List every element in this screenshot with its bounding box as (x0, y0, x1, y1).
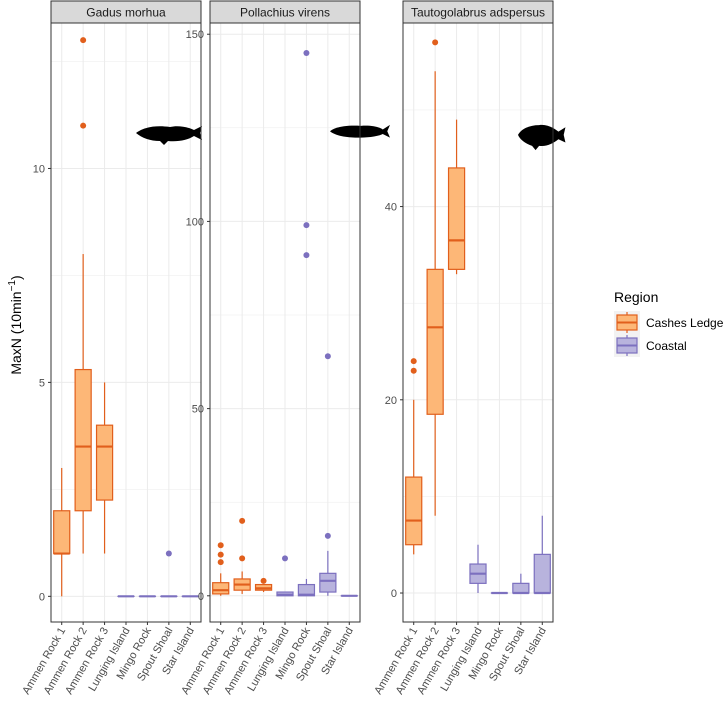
outlier-point (239, 555, 246, 562)
outlier-point (410, 367, 417, 374)
cod-fish-icon (136, 126, 202, 145)
y-tick-label: 0 (39, 591, 45, 603)
strip-background (402, 0, 554, 24)
box-body (319, 572, 337, 593)
legend-entry-2: Coastal (614, 334, 687, 357)
box-spout-shoal (512, 573, 530, 595)
outlier-point (324, 353, 331, 360)
cunner-fish-silhouette (518, 124, 566, 151)
outlier-point (324, 532, 331, 539)
box-mingo-rock (297, 49, 316, 597)
y-tick-label: 5 (39, 377, 45, 389)
y-tick-label: 20 (385, 395, 397, 407)
box-ammen-rock-1 (53, 467, 71, 597)
outlier-point (432, 39, 439, 46)
outlier-point (303, 252, 310, 259)
outlier-point (217, 559, 224, 566)
box-ammen-rock-3 (95, 382, 114, 554)
outlier-point (165, 550, 172, 557)
box-body (297, 583, 316, 597)
outlier-point (217, 551, 224, 558)
outlier-point (410, 358, 417, 365)
box-ammen-rock-2 (74, 37, 92, 554)
y-tick-label: 40 (385, 202, 397, 214)
strip-title: Pollachius virens (240, 6, 330, 20)
y-tick-label: 100 (186, 216, 204, 228)
box-ammen-rock-3 (254, 577, 273, 593)
box-lunging-island (276, 555, 294, 597)
y-tick-label: 0 (198, 591, 204, 603)
box-body (512, 582, 530, 594)
box-ammen-rock-2 (233, 517, 251, 594)
y-tick-label: 10 (33, 163, 45, 175)
box-ammen-rock-1 (212, 542, 230, 596)
outlier-point (282, 555, 288, 562)
outlier-point (303, 222, 310, 229)
box-star-island (533, 515, 551, 595)
legend-title: Region (614, 289, 658, 305)
box-body (405, 476, 423, 546)
strip-title: Tautogolabrus adspersus (411, 6, 545, 20)
outlier-point (80, 122, 87, 129)
box-body (426, 268, 444, 415)
box-body (74, 368, 92, 512)
cunner-fish-icon (518, 124, 566, 151)
box-body (212, 582, 230, 595)
box-body (53, 510, 71, 555)
outlier-point (260, 577, 267, 584)
strip-background (209, 0, 361, 24)
strip-title: Gadus morhua (86, 6, 166, 20)
box-body (447, 167, 466, 270)
outlier-point (80, 37, 87, 44)
box-ammen-rock-3 (447, 119, 466, 275)
box-ammen-rock-2 (426, 39, 444, 516)
outlier-point (239, 517, 246, 524)
box-lunging-island (469, 544, 487, 594)
strip-background (50, 0, 202, 24)
y-tick-label: 50 (192, 404, 204, 416)
y-tick-label: 0 (391, 588, 397, 600)
box-body (95, 424, 114, 501)
y-tick-label: 150 (186, 29, 204, 41)
box-ammen-rock-1 (405, 358, 423, 555)
legend-label: Cashes Ledge (646, 316, 724, 330)
y-axis-title: MaxN (10min−1) (7, 275, 24, 374)
cod-fish-silhouette (136, 126, 202, 145)
outlier-point (217, 542, 224, 549)
legend: Region Cashes Ledge Coastal (614, 289, 724, 357)
box-spout-shoal (160, 550, 178, 598)
box-body (533, 553, 551, 594)
legend-label: Coastal (646, 339, 687, 353)
box-spout-shoal (319, 353, 337, 596)
outlier-point (303, 49, 310, 56)
legend-entry-1: Cashes Ledge (614, 311, 724, 334)
